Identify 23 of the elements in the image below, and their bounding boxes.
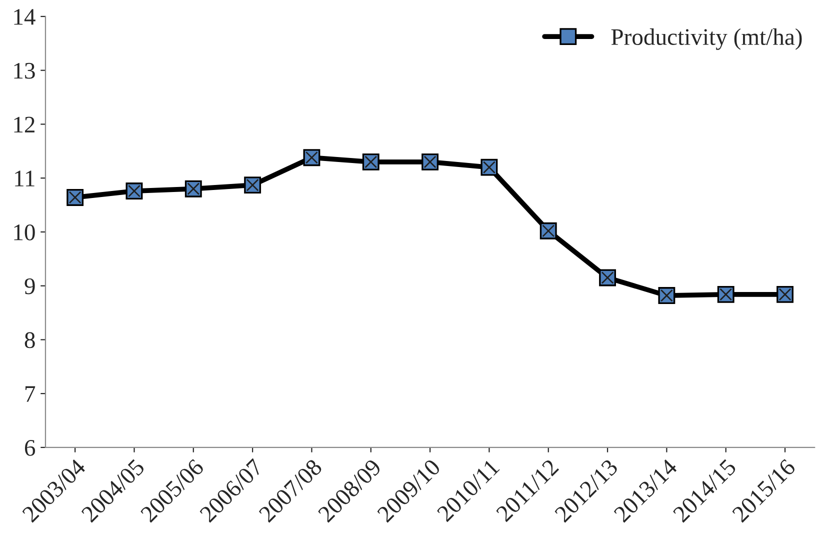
y-tick-label: 7 bbox=[26, 386, 36, 402]
point bbox=[303, 149, 320, 166]
point bbox=[184, 180, 202, 198]
point bbox=[244, 176, 262, 194]
point bbox=[480, 158, 498, 176]
point bbox=[66, 189, 84, 206]
y-tick-label: 8 bbox=[24, 332, 35, 348]
point bbox=[599, 269, 616, 286]
y-tick-label: 11 bbox=[15, 170, 34, 186]
point bbox=[717, 286, 734, 303]
y-tick-label: 6 bbox=[24, 440, 36, 456]
y-tick-label: 14 bbox=[14, 9, 36, 25]
y-tick-label: 10 bbox=[14, 224, 35, 240]
y-tick-label: 12 bbox=[14, 116, 34, 132]
y-tick-label: 13 bbox=[14, 62, 35, 79]
point bbox=[540, 222, 557, 240]
legend-label: Productivity (mt/ha) bbox=[611, 28, 802, 50]
point bbox=[422, 153, 439, 170]
point bbox=[126, 182, 143, 200]
point bbox=[658, 287, 676, 304]
y-tick-label: 9 bbox=[24, 278, 35, 294]
point bbox=[776, 286, 794, 303]
point bbox=[362, 153, 380, 170]
